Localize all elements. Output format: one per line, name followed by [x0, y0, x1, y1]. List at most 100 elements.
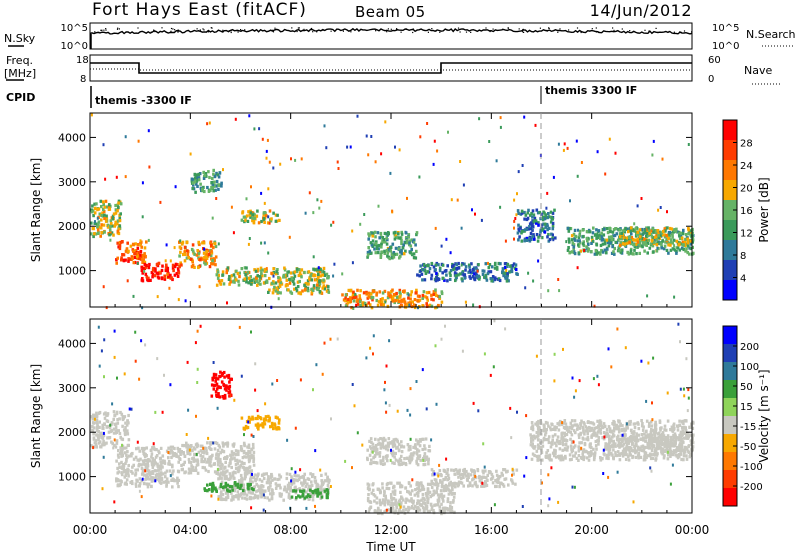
- scatter-cell: [573, 423, 577, 427]
- scatter-cell: [124, 428, 127, 432]
- scatter-cell: [146, 464, 150, 468]
- scatter-cell: [103, 216, 106, 221]
- scatter-cell: [126, 429, 129, 433]
- scatter-cell: [327, 480, 331, 484]
- scatter-cell: [687, 444, 691, 448]
- scatter-cell: [248, 276, 251, 280]
- noise-cell: [211, 216, 214, 220]
- scatter-cell: [311, 474, 314, 479]
- noise-cell: [316, 198, 319, 202]
- scatter-cell: [399, 292, 402, 296]
- scatter-cell: [108, 233, 111, 237]
- scatter-cell: [379, 490, 382, 494]
- scatter-cell: [434, 288, 437, 292]
- colorbar-swatch: [723, 260, 737, 281]
- scatter-cell: [409, 459, 412, 463]
- scatter-cell: [317, 486, 320, 490]
- scatter-cell: [194, 466, 197, 470]
- scatter-cell: [635, 252, 638, 256]
- scatter-cell: [664, 240, 667, 244]
- scatter-cell: [115, 258, 118, 262]
- scatter-cell: [261, 425, 265, 429]
- scatter-cell: [427, 459, 430, 463]
- scatter-cell: [219, 460, 222, 465]
- scatter-cell: [256, 422, 260, 426]
- scatter-cell: [374, 444, 378, 448]
- scatter-cell: [386, 304, 390, 308]
- scatter-cell: [125, 478, 129, 482]
- scatter-cell: [315, 482, 319, 486]
- scatter-cell: [143, 252, 146, 256]
- scatter-cell: [260, 271, 263, 276]
- scatter-cell: [240, 218, 244, 222]
- scatter-cell: [423, 452, 427, 456]
- scatter-cell: [421, 278, 424, 282]
- scatter-cell: [387, 487, 391, 491]
- scatter-cell: [625, 241, 629, 245]
- scatter-cell: [549, 445, 553, 449]
- nsearch-dot: [222, 29, 224, 31]
- scatter-cell: [320, 473, 323, 477]
- scatter-cell: [432, 290, 436, 294]
- scatter-cell: [422, 497, 426, 501]
- scatter-cell: [621, 435, 624, 440]
- scatter-cell: [542, 438, 545, 442]
- scatter-cell: [511, 264, 514, 268]
- noise-cell: [208, 121, 211, 125]
- scatter-cell: [274, 213, 278, 217]
- scatter-cell: [458, 272, 462, 276]
- scatter-cell: [115, 479, 118, 483]
- scatter-cell: [635, 242, 638, 246]
- scatter-cell: [221, 493, 225, 497]
- scatter-cell: [452, 468, 456, 472]
- scatter-cell: [457, 273, 460, 277]
- scatter-cell: [482, 269, 486, 273]
- scatter-cell: [415, 231, 419, 235]
- scatter-cell: [127, 438, 131, 442]
- scatter-cell: [261, 484, 265, 488]
- scatter-cell: [117, 201, 120, 205]
- scatter-cell: [193, 458, 196, 462]
- scatter-cell: [645, 232, 649, 236]
- scatter-cell: [434, 263, 438, 267]
- scatter-cell: [601, 436, 604, 440]
- scatter-cell: [688, 252, 691, 256]
- scatter-cell: [401, 246, 405, 250]
- scatter-cell: [287, 288, 290, 292]
- nsearch-dot: [665, 31, 667, 33]
- scatter-cell: [439, 489, 443, 493]
- scatter-cell: [531, 438, 535, 442]
- scatter-cell: [116, 421, 120, 425]
- noise-cell: [407, 293, 410, 297]
- scatter-cell: [189, 445, 192, 449]
- scatter-cell: [445, 273, 448, 277]
- scatter-cell: [503, 271, 507, 275]
- scatter-cell: [157, 468, 160, 472]
- scatter-cell: [171, 472, 174, 476]
- scatter-cell: [368, 500, 372, 504]
- scatter-cell: [203, 457, 207, 461]
- scatter-cell: [669, 428, 672, 432]
- scatter-cell: [397, 236, 400, 240]
- scatter-cell: [269, 480, 272, 485]
- scatter-cell: [402, 505, 406, 509]
- scatter-cell: [141, 257, 144, 261]
- scatter-cell: [234, 466, 238, 470]
- scatter-cell: [507, 279, 510, 283]
- scatter-cell: [248, 486, 252, 490]
- scatter-cell: [450, 468, 453, 472]
- scatter-cell: [472, 270, 475, 274]
- scatter-cell: [92, 214, 95, 218]
- scatter-cell: [409, 453, 413, 457]
- noise-cell: [577, 228, 579, 232]
- scatter-cell: [536, 423, 539, 428]
- scatter-cell: [249, 215, 252, 219]
- scatter-cell: [386, 251, 390, 255]
- scatter-cell: [602, 233, 606, 237]
- scatter-cell: [211, 484, 214, 488]
- scatter-cell: [197, 450, 201, 454]
- scatter-cell: [504, 275, 508, 280]
- scatter-cell: [156, 477, 159, 481]
- scatter-cell: [420, 484, 424, 488]
- scatter-cell: [308, 497, 311, 501]
